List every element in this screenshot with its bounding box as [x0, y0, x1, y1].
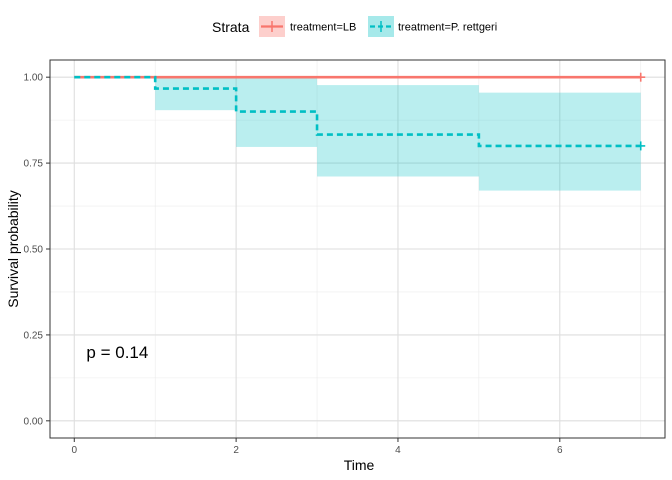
ci-band-rettgeri — [317, 85, 479, 177]
legend-entry-rettgeri: treatment=P. rettgeri — [368, 16, 497, 37]
censor-marks — [636, 72, 646, 151]
p-value-annotation: p = 0.14 — [86, 343, 148, 362]
grid-lines — [50, 60, 665, 438]
y-tick-label: 0.50 — [24, 245, 44, 256]
legend-entry-lb: treatment=LB — [259, 16, 356, 37]
legend: Strata treatment=LB treatment=P. rettger… — [212, 16, 497, 37]
legend-title: Strata — [212, 19, 250, 35]
legend-label-lb: treatment=LB — [290, 22, 356, 34]
censor-mark-lb — [636, 72, 646, 82]
x-tick-label: 4 — [395, 445, 401, 456]
censor-mark-rettgeri — [636, 141, 646, 151]
y-tick-label: 0.00 — [24, 416, 44, 427]
ci-band-rettgeri — [155, 77, 237, 111]
confidence-bands — [155, 77, 641, 191]
x-axis-title: Time — [344, 457, 375, 473]
x-axis: 0 2 4 6 — [71, 438, 563, 456]
x-tick-label: 2 — [233, 445, 239, 456]
y-tick-label: 0.25 — [24, 330, 44, 341]
survival-curves — [74, 75, 641, 148]
x-tick-label: 6 — [557, 445, 563, 456]
ci-band-rettgeri — [478, 92, 641, 191]
x-tick-label: 0 — [71, 445, 77, 456]
y-axis-title: Survival probability — [5, 190, 21, 308]
y-axis: 0.00 0.25 0.50 0.75 1.00 — [24, 73, 50, 427]
legend-label-rettgeri: treatment=P. rettgeri — [398, 22, 497, 34]
y-tick-label: 0.75 — [24, 159, 44, 170]
y-tick-label: 1.00 — [24, 73, 44, 84]
